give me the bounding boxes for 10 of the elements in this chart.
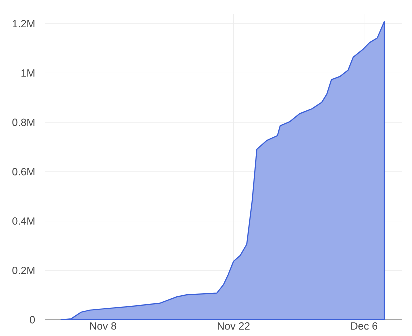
y-tick-label: 1M bbox=[22, 70, 35, 77]
x-tick-label: Nov 8 bbox=[90, 322, 116, 330]
y-tick-label: 0 bbox=[30, 316, 36, 324]
y-tick-label: 0.6M bbox=[12, 168, 35, 176]
x-tick-label: Nov 22 bbox=[218, 322, 250, 330]
y-tick-label: 0.4M bbox=[12, 218, 35, 225]
y-tick-label: 0.2M bbox=[12, 266, 35, 274]
x-tick-label: Dec 6 bbox=[352, 322, 378, 330]
y-tick-label: 1.2M bbox=[13, 20, 35, 28]
y-tick-label: 0.8M bbox=[12, 118, 35, 126]
